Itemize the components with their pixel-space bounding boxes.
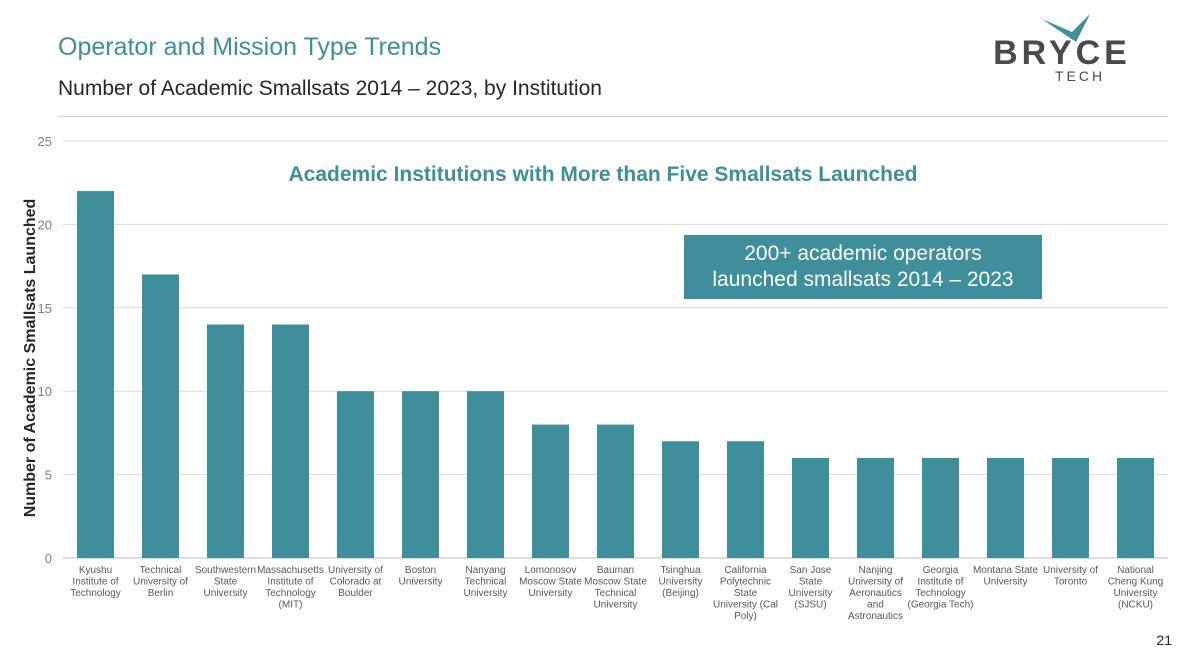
bars bbox=[77, 191, 1154, 559]
category-label: National Cheng Kung University (NCKU) bbox=[1108, 565, 1164, 611]
y-tick-labels: 0 5 10 15 20 25 bbox=[38, 134, 52, 566]
category-label: Lomonosov Moscow State University bbox=[519, 565, 582, 599]
bar bbox=[77, 191, 114, 559]
bar bbox=[1052, 457, 1089, 558]
y-axis-label: Number of Academic Smallsats Launched bbox=[22, 199, 39, 518]
bar bbox=[727, 441, 764, 558]
category-label: Nanjing University of Aeronautics and Astron… bbox=[848, 565, 903, 622]
category-label: Boston University bbox=[399, 565, 443, 588]
bar bbox=[662, 441, 699, 558]
bar bbox=[142, 274, 179, 558]
bar bbox=[402, 391, 439, 558]
category-label: Southwestern State University bbox=[195, 565, 256, 599]
header-divider bbox=[58, 116, 1168, 117]
bar bbox=[272, 324, 309, 558]
bryce-tech-logo: BRYCE TECH bbox=[993, 14, 1131, 84]
category-label: Technical University of Berlin bbox=[133, 565, 188, 599]
bar bbox=[922, 457, 959, 558]
callout-line-2: launched smallsats 2014 – 2023 bbox=[712, 268, 1014, 291]
bar bbox=[792, 457, 829, 558]
category-labels: Kyushu Institute of Technology Technical Uni… bbox=[70, 565, 1163, 622]
y-tick-label: 15 bbox=[38, 301, 52, 316]
page-number: 21 bbox=[1156, 632, 1172, 648]
bar bbox=[337, 391, 374, 558]
bar bbox=[467, 391, 504, 558]
category-label: Kyushu Institute of Technology bbox=[70, 565, 121, 599]
category-label: University of Toronto bbox=[1043, 565, 1098, 588]
bar bbox=[857, 457, 894, 558]
chart-title: Academic Institutions with More than Fiv… bbox=[288, 163, 918, 186]
y-tick-label: 5 bbox=[45, 468, 52, 483]
category-label: University of Colorado at Boulder bbox=[328, 565, 383, 599]
callout-box: 200+ academic operators launched smallsa… bbox=[684, 235, 1042, 299]
category-label: Nanyang Technical University bbox=[464, 565, 508, 599]
category-label: California Polytechnic State University (Ca… bbox=[713, 565, 778, 622]
slide-subtitle: Number of Academic Smallsats 2014 – 2023… bbox=[58, 77, 602, 100]
y-tick-label: 20 bbox=[38, 217, 52, 232]
bar bbox=[532, 424, 569, 558]
y-tick-label: 25 bbox=[38, 134, 52, 149]
logo-chevron-icon bbox=[1042, 14, 1090, 42]
callout-line-1: 200+ academic operators bbox=[744, 242, 982, 265]
category-label: San Jose State University (SJSU) bbox=[789, 565, 833, 611]
bar bbox=[207, 324, 244, 558]
category-label: Georgia Institute of Technology (Georgia Te… bbox=[908, 565, 974, 611]
gridlines bbox=[63, 140, 1168, 559]
category-label: Bauman Moscow State Technical University bbox=[584, 565, 647, 611]
bar bbox=[1117, 457, 1154, 558]
slide-title: Operator and Mission Type Trends bbox=[58, 33, 442, 61]
logo-main-text: BRYCE bbox=[993, 34, 1131, 72]
bar bbox=[597, 424, 634, 558]
y-tick-label: 10 bbox=[38, 384, 52, 399]
y-tick-label: 0 bbox=[45, 551, 52, 566]
category-label: Montana State University bbox=[973, 565, 1038, 588]
category-label: Tsinghua University (Beijing) bbox=[659, 565, 703, 599]
bar bbox=[987, 457, 1024, 558]
category-label: Massachusetts Institute of Technology (MIT) bbox=[257, 565, 324, 611]
logo-sub-text: TECH bbox=[1055, 68, 1105, 84]
